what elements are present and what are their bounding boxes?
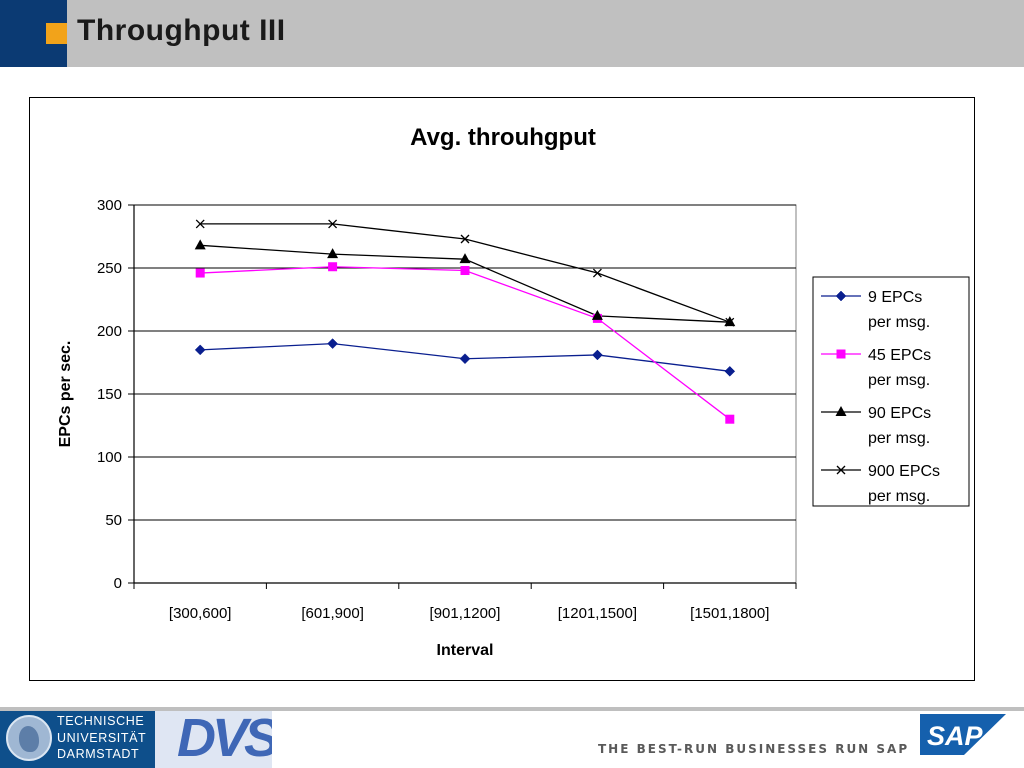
legend-label: 900 EPCs xyxy=(868,463,940,480)
slide-title: Throughput III xyxy=(77,14,286,47)
legend-label: 90 EPCs xyxy=(868,405,931,422)
legend: 9 EPCs per msg. 45 EPCs per msg. 90 EPCs per … xyxy=(812,276,970,507)
footer-logos: TECHNISCHE UNIVERSITÄT DARMSTADT DVS xyxy=(0,711,272,768)
series-line xyxy=(200,266,731,420)
legend-label: per msg. xyxy=(868,372,930,389)
data-point xyxy=(328,219,338,229)
x-tick-label: [1201,1500] xyxy=(558,605,637,622)
data-point xyxy=(835,406,847,416)
data-point xyxy=(195,268,205,278)
data-point-stroke xyxy=(328,219,338,229)
y-tick-label: 150 xyxy=(97,386,122,403)
data-point xyxy=(835,290,847,302)
data-point xyxy=(836,465,846,475)
data-point-stroke xyxy=(592,268,602,278)
chart-title: Avg. throuhgput xyxy=(410,124,596,151)
data-point xyxy=(592,349,603,361)
legend-label: 45 EPCs xyxy=(868,347,931,364)
data-point xyxy=(836,349,846,359)
y-tick-label: 200 xyxy=(97,323,122,340)
legend-item: 90 EPCs per msg. xyxy=(821,405,931,447)
legend-label: per msg. xyxy=(868,488,930,505)
legend-label: per msg. xyxy=(868,314,930,331)
x-axis-label: Interval xyxy=(437,642,494,659)
data-point xyxy=(591,309,603,320)
data-point xyxy=(328,262,338,272)
data-point xyxy=(724,365,736,377)
data-point xyxy=(460,234,470,244)
data-point xyxy=(725,317,735,327)
y-tick-label: 0 xyxy=(114,575,122,592)
dvs-logo: DVS xyxy=(155,711,272,768)
tu-seal-icon xyxy=(6,715,52,761)
data-point-stroke xyxy=(460,234,470,244)
tu-name: TECHNISCHE UNIVERSITÄT DARMSTADT xyxy=(57,713,146,763)
sap-logo-text: SAP xyxy=(927,721,984,751)
x-tick-label: [901,1200] xyxy=(430,605,501,622)
data-point-stroke xyxy=(725,317,735,327)
data-point-stroke xyxy=(836,465,846,475)
data-point xyxy=(460,266,470,276)
tu-name-line: DARMSTADT xyxy=(57,747,140,761)
chart-frame: Avg. throuhgput EPCs per sec. Interval 0… xyxy=(29,97,975,681)
footer-tagline: THE BEST-RUN BUSINESSES RUN SAP xyxy=(598,742,910,756)
legend-item: 45 EPCs per msg. xyxy=(821,347,931,389)
plot-area: 0 50 100 150 200 250 300 [300,600] [601,900] [901… xyxy=(97,197,797,622)
tu-darmstadt-logo: TECHNISCHE UNIVERSITÄT DARMSTADT xyxy=(0,711,155,768)
tu-name-line: UNIVERSITÄT xyxy=(57,730,147,745)
y-tick-label: 250 xyxy=(97,260,122,277)
legend-label: per msg. xyxy=(868,430,930,447)
y-axis-label: EPCs per sec. xyxy=(57,341,74,448)
data-point xyxy=(327,248,339,259)
footer-divider xyxy=(0,707,1024,711)
data-point-stroke xyxy=(195,219,205,229)
data-point xyxy=(592,268,602,278)
title-bar xyxy=(0,0,1024,67)
legend-label: 9 EPCs xyxy=(868,289,922,306)
y-tick-label: 300 xyxy=(97,197,122,214)
legend-item: 900 EPCs per msg. xyxy=(821,463,940,505)
x-tick-label: [601,900] xyxy=(301,605,364,622)
line-chart: Avg. throuhgput EPCs per sec. Interval 0… xyxy=(57,124,970,659)
data-point xyxy=(725,414,735,424)
data-point xyxy=(327,338,338,349)
legend-item: 9 EPCs per msg. xyxy=(821,289,930,331)
data-point xyxy=(724,316,736,327)
x-tick-label: [300,600] xyxy=(169,605,232,622)
data-point xyxy=(194,344,206,356)
y-tick-label: 100 xyxy=(97,449,122,466)
data-point xyxy=(459,253,471,264)
title-bullet-square xyxy=(46,23,67,44)
y-tick-label: 50 xyxy=(105,512,122,529)
x-tick-label: [1501,1800] xyxy=(690,605,769,622)
sap-logo: SAP xyxy=(920,712,1006,757)
data-point xyxy=(194,239,206,250)
data-point xyxy=(195,219,205,229)
data-point xyxy=(459,353,471,365)
dvs-logo-text: DVS xyxy=(177,711,272,768)
tu-name-line: TECHNISCHE xyxy=(57,714,145,728)
